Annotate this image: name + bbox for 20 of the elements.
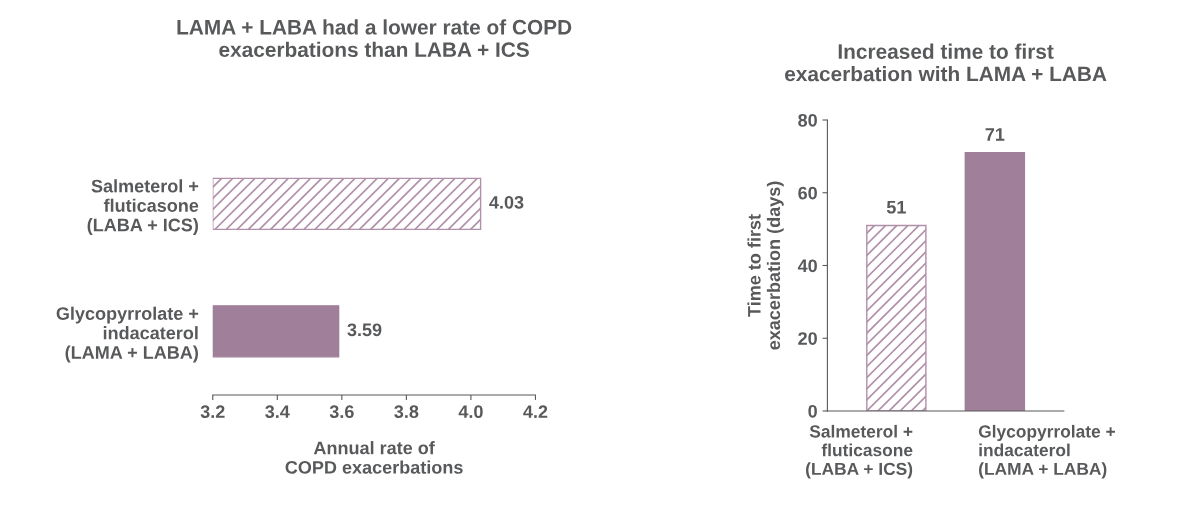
data-label: 3.59: [347, 323, 382, 337]
chart-title: Increased time to first exacerbation with LAMA + LABA: [785, 43, 1107, 82]
data-label: 4.03: [489, 195, 524, 209]
chart-title: LAMA + LABA had a lower rate of COPD exacerbations than LABA + ICS: [177, 19, 572, 58]
x-tick-label: 4.2: [523, 405, 548, 418]
data-label: 71: [985, 128, 1005, 141]
y-axis-title: Time to first exacerbation (days): [747, 181, 784, 350]
y-tick-label: 0: [808, 404, 817, 418]
x-axis-title: Annual rate of COPD exacerbations: [285, 441, 463, 474]
y-tick-label: 40: [797, 259, 817, 273]
y-tick-label: 80: [798, 113, 817, 127]
data-label: 51: [886, 200, 906, 214]
x-tick-label: 3.8: [394, 405, 419, 419]
x-tick-label: Glycopyrrolate + indacaterol (LAMA + LABA): [978, 424, 1115, 479]
y-tick-label: 60: [798, 186, 817, 200]
x-tick-label: 3.2: [200, 405, 225, 419]
y-tick-label: 20: [798, 332, 817, 345]
x-tick-label: 3.6: [329, 405, 354, 419]
x-tick-label: 4.0: [458, 405, 483, 419]
x-tick-label: 3.4: [265, 405, 290, 419]
